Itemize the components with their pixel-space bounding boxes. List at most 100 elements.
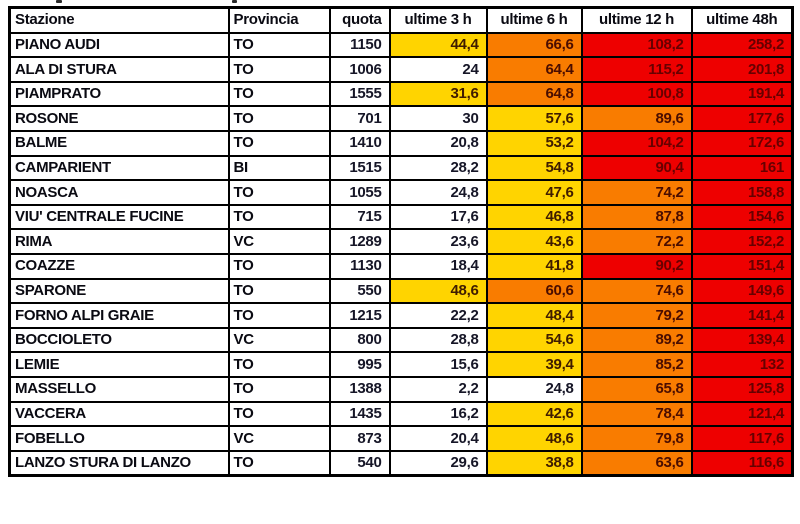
elevation-cell: 1515 <box>328 154 391 182</box>
rainfall-6h-cell: 47,6 <box>485 179 583 206</box>
column-header-provincia: Provincia <box>227 6 331 34</box>
rainfall-3h-cell: 2,2 <box>388 375 488 403</box>
elevation-cell: 800 <box>328 326 391 354</box>
elevation-cell: 1555 <box>328 80 391 108</box>
elevation-cell: 715 <box>328 203 391 231</box>
rainfall-3h-cell: 24,8 <box>388 179 488 206</box>
province-cell: TO <box>227 80 331 108</box>
rainfall-6h-cell: 48,6 <box>485 425 583 452</box>
rainfall-48h-cell: 141,4 <box>690 302 794 329</box>
rainfall-6h-cell: 38,8 <box>485 449 583 477</box>
station-name-cell: FOBELLO <box>8 425 230 452</box>
table-row: FORNO ALPI GRAIE TO 1215 22,2 48,4 79,2 141,4 <box>8 302 794 329</box>
rainfall-3h-cell: 48,6 <box>388 277 488 305</box>
rainfall-48h-cell: 161 <box>690 154 794 182</box>
rainfall-3h-cell: 24 <box>388 56 488 83</box>
province-cell: TO <box>227 31 331 59</box>
elevation-cell: 1410 <box>328 129 391 157</box>
elevation-cell: 1130 <box>328 252 391 280</box>
rainfall-3h-cell: 29,6 <box>388 449 488 477</box>
rainfall-3h-cell: 28,2 <box>388 154 488 182</box>
province-cell: TO <box>227 56 331 83</box>
column-header-u3: ultime 3 h <box>388 6 488 34</box>
rainfall-48h-cell: 191,4 <box>690 80 794 108</box>
station-name-cell: LANZO STURA DI LANZO <box>8 449 230 477</box>
rainfall-6h-cell: 46,8 <box>485 203 583 231</box>
table-row: ALA DI STURA TO 1006 24 64,4 115,2 201,8 <box>8 56 794 83</box>
rainfall-3h-cell: 17,6 <box>388 203 488 231</box>
rainfall-48h-cell: 158,8 <box>690 179 794 206</box>
rainfall-48h-cell: 177,6 <box>690 105 794 132</box>
province-cell: TO <box>227 375 331 403</box>
province-cell: BI <box>227 154 331 182</box>
rainfall-stations-table: Stazione Provincia quota ultime 3 h ultime 6… <box>8 6 794 478</box>
rainfall-3h-cell: 16,2 <box>388 400 488 428</box>
station-name-cell: PIAMPRATO <box>8 80 230 108</box>
rainfall-6h-cell: 39,4 <box>485 351 583 378</box>
station-name-cell: BALME <box>8 129 230 157</box>
rainfall-6h-cell: 43,6 <box>485 228 583 255</box>
rainfall-3h-cell: 20,8 <box>388 129 488 157</box>
elevation-cell: 1215 <box>328 302 391 329</box>
rainfall-6h-cell: 48,4 <box>485 302 583 329</box>
rainfall-3h-cell: 30 <box>388 105 488 132</box>
rainfall-12h-cell: 90,2 <box>580 252 693 280</box>
rainfall-12h-cell: 63,6 <box>580 449 693 477</box>
province-cell: TO <box>227 203 331 231</box>
rainfall-12h-cell: 79,8 <box>580 425 693 452</box>
rainfall-48h-cell: 172,6 <box>690 129 794 157</box>
station-name-cell: FORNO ALPI GRAIE <box>8 302 230 329</box>
station-name-cell: NOASCA <box>8 179 230 206</box>
rainfall-3h-cell: 22,2 <box>388 302 488 329</box>
rainfall-6h-cell: 64,8 <box>485 80 583 108</box>
table-row: FOBELLO VC 873 20,4 48,6 79,8 117,6 <box>8 425 794 452</box>
province-cell: TO <box>227 400 331 428</box>
header-row: Stazione Provincia quota ultime 3 h ultime 6… <box>8 6 794 34</box>
rainfall-6h-cell: 42,6 <box>485 400 583 428</box>
rainfall-48h-cell: 116,6 <box>690 449 794 477</box>
station-name-cell: CAMPARIENT <box>8 154 230 182</box>
rainfall-12h-cell: 104,2 <box>580 129 693 157</box>
elevation-cell: 995 <box>328 351 391 378</box>
rainfall-12h-cell: 85,2 <box>580 351 693 378</box>
column-header-u48: ultime 48h <box>690 6 794 34</box>
elevation-cell: 540 <box>328 449 391 477</box>
table-row: ROSONE TO 701 30 57,6 89,6 177,6 <box>8 105 794 132</box>
table-row: MASSELLO TO 1388 2,2 24,8 65,8 125,8 <box>8 375 794 403</box>
province-cell: TO <box>227 252 331 280</box>
table-row: RIMA VC 1289 23,6 43,6 72,2 152,2 <box>8 228 794 255</box>
rainfall-12h-cell: 65,8 <box>580 375 693 403</box>
rainfall-3h-cell: 23,6 <box>388 228 488 255</box>
rainfall-12h-cell: 78,4 <box>580 400 693 428</box>
rainfall-12h-cell: 74,2 <box>580 179 693 206</box>
province-cell: TO <box>227 277 331 305</box>
station-name-cell: RIMA <box>8 228 230 255</box>
table-row: LEMIE TO 995 15,6 39,4 85,2 132 <box>8 351 794 378</box>
rainfall-48h-cell: 149,6 <box>690 277 794 305</box>
elevation-cell: 1150 <box>328 31 391 59</box>
station-name-cell: MASSELLO <box>8 375 230 403</box>
table-row: LANZO STURA DI LANZO TO 540 29,6 38,8 63,6 116… <box>8 449 794 477</box>
elevation-cell: 1435 <box>328 400 391 428</box>
rainfall-12h-cell: 100,8 <box>580 80 693 108</box>
rainfall-12h-cell: 79,2 <box>580 302 693 329</box>
column-header-u12: ultime 12 h <box>580 6 693 34</box>
column-header-u6: ultime 6 h <box>485 6 583 34</box>
elevation-cell: 550 <box>328 277 391 305</box>
rainfall-6h-cell: 54,8 <box>485 154 583 182</box>
rainfall-48h-cell: 258,2 <box>690 31 794 59</box>
rainfall-48h-cell: 152,2 <box>690 228 794 255</box>
rainfall-48h-cell: 132 <box>690 351 794 378</box>
rainfall-3h-cell: 31,6 <box>388 80 488 108</box>
table-row: NOASCA TO 1055 24,8 47,6 74,2 158,8 <box>8 179 794 206</box>
province-cell: TO <box>227 302 331 329</box>
rainfall-6h-cell: 53,2 <box>485 129 583 157</box>
elevation-cell: 1006 <box>328 56 391 83</box>
rainfall-12h-cell: 89,2 <box>580 326 693 354</box>
table-body: PIANO AUDI TO 1150 44,4 66,6 108,2 258,2 ALA DI… <box>8 31 794 477</box>
rainfall-12h-cell: 115,2 <box>580 56 693 83</box>
table-row: SPARONE TO 550 48,6 60,6 74,6 149,6 <box>8 277 794 305</box>
rainfall-12h-cell: 87,8 <box>580 203 693 231</box>
table-row: VIU' CENTRALE FUCINE TO 715 17,6 46,8 87,8 154… <box>8 203 794 231</box>
rainfall-6h-cell: 41,8 <box>485 252 583 280</box>
